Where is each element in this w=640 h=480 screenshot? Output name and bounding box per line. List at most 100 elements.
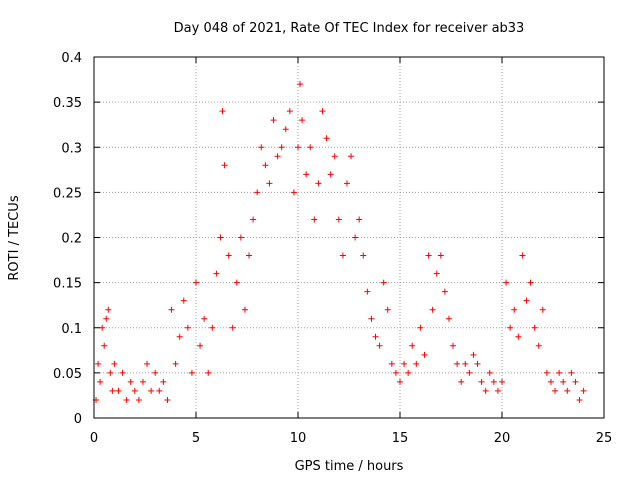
x-axis-ticks: 0 5 10 15 20 25 (90, 57, 612, 446)
data-point (531, 324, 538, 331)
data-point (441, 288, 448, 295)
data-point (552, 387, 559, 394)
x-tick-label: 15 (392, 431, 409, 446)
data-point (295, 144, 301, 151)
y-tick-label: 0.15 (53, 277, 82, 292)
y-tick-label: 0 (74, 412, 82, 427)
data-point (568, 369, 575, 376)
data-point (507, 324, 514, 331)
data-point (184, 324, 191, 331)
data-point (237, 234, 244, 241)
data-point (474, 360, 481, 367)
data-point (364, 288, 371, 295)
data-point (282, 126, 289, 133)
data-point (107, 369, 114, 376)
data-point (356, 216, 363, 223)
data-point (219, 108, 226, 115)
data-point (119, 369, 126, 376)
data-point (564, 387, 571, 394)
data-point (193, 279, 199, 286)
data-point (101, 342, 108, 349)
chart-title: Day 048 of 2021, Rate Of TEC Index for r… (174, 21, 525, 36)
x-tick-label: 0 (90, 431, 98, 446)
data-point (303, 171, 310, 178)
data-point (405, 369, 412, 376)
data-point (135, 396, 142, 403)
data-point (454, 360, 461, 367)
data-point (543, 369, 550, 376)
data-point (343, 180, 350, 187)
x-tick-label: 5 (192, 431, 200, 446)
data-point (323, 135, 330, 142)
data-point (327, 171, 334, 178)
data-point (225, 252, 232, 259)
data-point (274, 153, 281, 160)
data-point (258, 144, 265, 151)
data-point (478, 378, 485, 385)
data-point (262, 162, 269, 169)
data-point (205, 369, 212, 376)
y-axis-title: ROTI / TECUs (7, 195, 22, 280)
data-point (95, 360, 102, 367)
data-point (462, 360, 469, 367)
data-point (437, 252, 444, 259)
data-point (99, 324, 106, 331)
data-point (433, 270, 440, 277)
data-point (576, 396, 583, 403)
y-tick-label: 0.25 (53, 186, 82, 201)
y-tick-label: 0.2 (61, 232, 82, 247)
data-point (250, 216, 257, 223)
data-point (547, 378, 554, 385)
x-tick-label: 20 (494, 431, 511, 446)
data-point (290, 189, 297, 196)
data-point (360, 252, 367, 259)
data-point (392, 369, 399, 376)
data-point (105, 306, 112, 313)
data-point (494, 387, 501, 394)
data-point (148, 387, 155, 394)
data-point (152, 369, 159, 376)
data-point (482, 387, 489, 394)
data-point (380, 279, 387, 286)
data-point (168, 306, 175, 313)
data-point (131, 387, 138, 394)
data-point (401, 360, 408, 367)
data-point (109, 387, 116, 394)
data-point (503, 279, 510, 286)
data-point (103, 315, 110, 322)
data-point (556, 369, 563, 376)
data-point (388, 360, 395, 367)
data-point (144, 360, 151, 367)
data-point (331, 153, 338, 160)
data-point (286, 108, 293, 115)
data-point (176, 333, 183, 340)
data-point (97, 378, 104, 385)
data-point (299, 117, 306, 124)
data-point (515, 333, 522, 340)
x-tick-label: 10 (290, 431, 307, 446)
data-point (397, 378, 403, 385)
data-point (450, 342, 457, 349)
data-point (458, 378, 465, 385)
data-point (490, 378, 497, 385)
data-point (188, 369, 195, 376)
data-points (93, 81, 587, 403)
data-point (519, 252, 526, 259)
data-point (429, 306, 436, 313)
y-tick-label: 0.1 (61, 322, 82, 337)
data-point (527, 279, 534, 286)
y-tick-label: 0.35 (53, 96, 82, 111)
data-point (266, 180, 273, 187)
data-point (368, 315, 375, 322)
data-point (413, 360, 420, 367)
data-point (241, 306, 248, 313)
data-point (278, 144, 285, 151)
data-point (348, 153, 355, 160)
data-point (127, 378, 134, 385)
data-point (254, 189, 261, 196)
data-point (499, 378, 505, 385)
data-point (417, 324, 424, 331)
y-tick-label: 0.3 (61, 141, 82, 156)
data-point (164, 396, 171, 403)
